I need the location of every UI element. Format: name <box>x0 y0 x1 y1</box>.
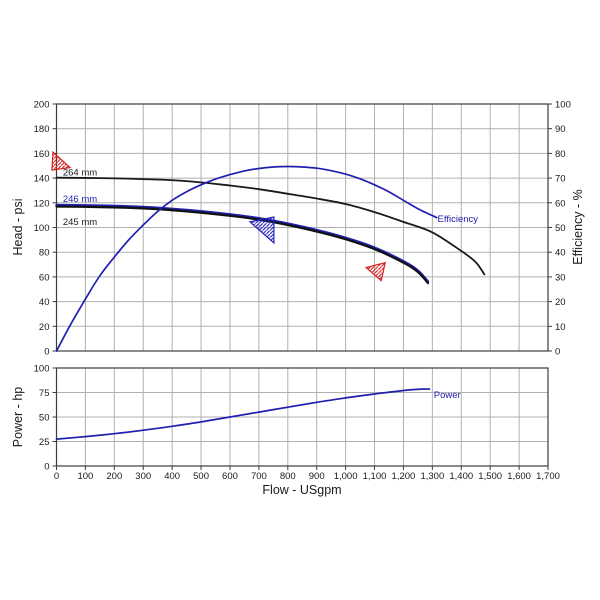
left-axis-tick-label: 20 <box>39 322 50 333</box>
left-axis-tick-label: 0 <box>44 462 49 473</box>
x-axis-tick-label: 1,200 <box>392 471 416 482</box>
curve-245-mm <box>55 205 430 285</box>
x-axis-tick-label: 1,500 <box>478 471 502 482</box>
x-axis-tick-label: 300 <box>135 471 151 482</box>
left-axis-tick-label: 80 <box>39 248 50 259</box>
curve-label-245-mm: 245 mm <box>63 217 97 228</box>
left-axis-tick-label: 60 <box>39 272 50 283</box>
x-axis-tick-label: 800 <box>280 471 296 482</box>
duty-marker-blue <box>248 216 275 245</box>
right-axis-tick-label: 100 <box>555 100 571 111</box>
x-axis-tick-label: 900 <box>309 471 325 482</box>
x-axis-tick-label: 400 <box>164 471 180 482</box>
right-axis-tick-label: 10 <box>555 322 566 333</box>
left-axis-tick-label: 120 <box>34 198 50 209</box>
right-axis-tick-label: 20 <box>555 297 566 308</box>
x-axis-tick-label: 1,000 <box>334 471 358 482</box>
x-axis-tick-label: 600 <box>222 471 238 482</box>
curve-label-264-mm: 264 mm <box>63 168 97 179</box>
duty-marker-red <box>364 261 386 282</box>
right-axis-tick-label: 90 <box>555 124 566 135</box>
right-axis-tick-label: 50 <box>555 223 566 234</box>
efficiency-axis-title: Efficiency - % <box>571 189 585 265</box>
left-axis-tick-label: 200 <box>34 100 50 111</box>
left-axis-tick-label: 40 <box>39 297 50 308</box>
left-axis-tick-label: 100 <box>34 223 50 234</box>
x-axis-tick-label: 1,300 <box>420 471 444 482</box>
curve-efficiency <box>55 165 438 352</box>
left-axis-tick-label: 140 <box>34 174 50 185</box>
trim-limit-marker-264 <box>51 150 72 171</box>
right-axis-tick-label: 80 <box>555 149 566 160</box>
curve-power <box>55 388 431 440</box>
x-axis-tick-label: 0 <box>54 471 59 482</box>
right-axis-tick-label: 70 <box>555 174 566 185</box>
x-axis-tick-label: 1,100 <box>363 471 387 482</box>
flow-axis-title: Flow - USgpm <box>262 483 342 497</box>
right-axis-tick-label: 30 <box>555 272 566 283</box>
curve-label-246-mm: 246 mm <box>63 194 97 205</box>
curve-label-power: Power <box>434 390 461 401</box>
power-chart: 0 25 50 75 100 0 100 200 300 400 500 600 700 800 900 1,… <box>34 364 560 483</box>
x-axis-tick-label: 100 <box>77 471 93 482</box>
right-axis-tick-label: 0 <box>555 347 560 358</box>
x-axis-tick-label: 1,400 <box>449 471 473 482</box>
left-axis-tick-label: 50 <box>39 413 50 424</box>
left-axis-tick-label: 0 <box>44 347 49 358</box>
curve-label-efficiency: Efficiency <box>438 214 479 225</box>
left-axis-tick-label: 75 <box>39 388 50 399</box>
x-axis-tick-label: 500 <box>193 471 209 482</box>
left-axis-tick-label: 180 <box>34 124 50 135</box>
left-axis-tick-label: 160 <box>34 149 50 160</box>
right-axis-tick-label: 40 <box>555 248 566 259</box>
head-efficiency-chart: 0 20 40 60 80 100 120 140 160 180 200 0 10 20 30 40 50 60… <box>34 100 571 358</box>
curve-264-mm <box>55 176 486 276</box>
left-axis-tick-label: 100 <box>34 364 50 375</box>
head-axis-title: Head - psi <box>11 198 25 256</box>
curve-246-mm <box>55 203 430 283</box>
x-axis-tick-label: 1,600 <box>507 471 531 482</box>
left-axis-tick-label: 25 <box>39 437 50 448</box>
x-axis-tick-label: 1,700 <box>536 471 560 482</box>
power-axis-title: Power - hp <box>11 386 25 448</box>
x-axis-tick-label: 700 <box>251 471 267 482</box>
right-axis-tick-label: 60 <box>555 198 566 209</box>
x-axis-tick-label: 200 <box>106 471 122 482</box>
